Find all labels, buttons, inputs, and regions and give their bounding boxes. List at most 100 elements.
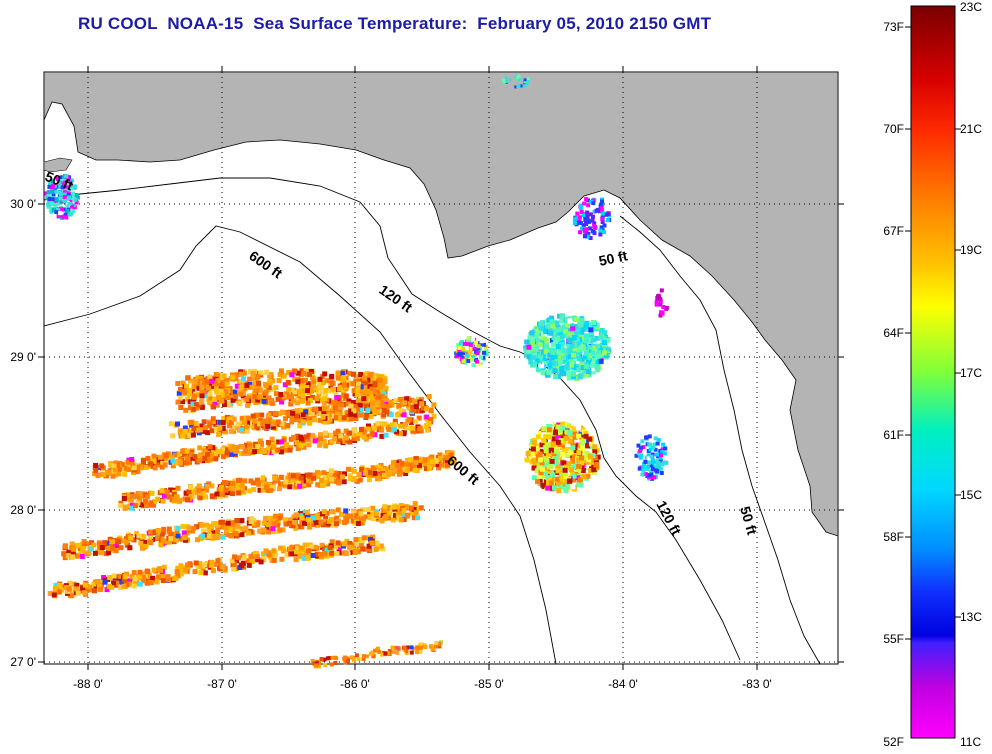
sst-pixel <box>62 192 67 197</box>
sst-pixel <box>166 494 172 500</box>
sst-pixel <box>280 547 286 553</box>
colorbar <box>910 5 956 739</box>
sst-pixel <box>484 349 489 354</box>
sst-pixel <box>57 196 62 201</box>
sst-pixel <box>461 359 466 364</box>
sst-pixel <box>395 463 400 468</box>
sst-pixel <box>388 412 394 418</box>
sst-pixel <box>469 339 474 344</box>
sst-pixel <box>573 317 579 323</box>
sst-pixel <box>185 562 191 568</box>
sst-pixel <box>209 428 215 434</box>
sst-pixel <box>58 200 63 205</box>
sst-pixel <box>547 477 553 483</box>
sst-pixel <box>239 488 245 494</box>
sst-pixel <box>131 537 137 543</box>
sst-pixel <box>369 651 374 656</box>
sst-pixel <box>658 466 663 471</box>
sst-pixel <box>583 234 587 239</box>
sst-pixel <box>246 415 251 421</box>
sst-pixel <box>323 388 329 393</box>
sst-pixel <box>529 451 535 457</box>
sst-pixel <box>378 466 384 472</box>
sst-pixel <box>332 399 338 405</box>
sst-pixel <box>336 480 342 486</box>
sst-pixel <box>659 310 664 315</box>
sst-pixel <box>599 225 604 230</box>
sst-pixel <box>531 475 537 481</box>
colorbar-c-label: 15C <box>960 488 982 502</box>
sst-pixel <box>661 442 666 447</box>
sst-pixel <box>244 396 250 402</box>
sst-pixel <box>376 395 381 401</box>
sst-pixel <box>465 339 470 344</box>
sst-pixel <box>78 551 84 556</box>
sst-pixel <box>360 546 366 552</box>
sst-pixel <box>334 515 340 521</box>
sst-pixel <box>204 382 210 388</box>
sst-pixel <box>586 464 592 470</box>
sst-pixel <box>260 551 266 557</box>
sst-pixel <box>106 545 112 551</box>
sst-pixel <box>559 451 565 457</box>
sst-pixel <box>361 434 367 440</box>
sst-pixel <box>135 469 141 475</box>
sst-pixel <box>161 493 167 499</box>
sst-pixel <box>531 465 537 471</box>
sst-pixel <box>75 195 80 200</box>
sst-pixel <box>567 438 573 444</box>
sst-pixel <box>341 541 347 547</box>
sst-pixel <box>546 349 552 355</box>
sst-pixel <box>347 473 353 479</box>
sst-pixel <box>286 387 292 393</box>
sst-pixel <box>575 325 581 331</box>
sst-pixel <box>358 372 364 377</box>
sst-pixel <box>526 354 532 360</box>
sst-pixel <box>295 370 301 376</box>
sst-pixel <box>567 338 573 344</box>
sst-pixel <box>323 663 328 668</box>
sst-pixel <box>364 371 370 376</box>
sst-pixel <box>605 346 611 352</box>
sst-pixel <box>223 381 229 387</box>
sst-pixel <box>556 488 562 494</box>
sst-pixel <box>579 206 583 211</box>
sst-pixel <box>217 428 223 434</box>
sst-pixel <box>534 332 540 338</box>
sst-pixel <box>221 396 227 402</box>
sst-pixel <box>217 419 223 425</box>
sst-pixel <box>364 514 370 520</box>
sst-pixel <box>579 455 585 461</box>
sst-pixel <box>502 78 505 82</box>
sst-pixel <box>447 456 453 462</box>
sst-pixel <box>70 551 76 557</box>
sst-pixel <box>352 412 358 418</box>
sst-pixel <box>239 415 245 421</box>
sst-pixel <box>193 402 199 408</box>
sst-pixel <box>553 374 559 380</box>
sst-pixel <box>470 357 474 362</box>
sst-pixel <box>238 427 244 433</box>
sst-pixel <box>424 406 430 412</box>
sst-pixel <box>211 521 217 527</box>
sst-pixel <box>341 415 347 421</box>
sst-pixel <box>125 459 131 465</box>
sst-pixel <box>246 530 252 536</box>
sst-pixel <box>408 457 414 463</box>
sst-pixel <box>539 363 545 369</box>
sst-pixel <box>260 421 266 427</box>
sst-pixel <box>344 518 350 524</box>
sst-pixel <box>550 472 556 478</box>
sst-pixel <box>592 345 598 351</box>
sst-pixel <box>348 467 354 473</box>
sst-pixel <box>575 425 581 431</box>
sst-pixel <box>412 501 418 507</box>
sst-pixel <box>569 362 575 368</box>
sst-pixel <box>61 584 66 590</box>
sst-pixel <box>462 341 467 346</box>
sst-pixel <box>65 553 71 559</box>
sst-pixel <box>59 207 64 212</box>
sst-pixel <box>71 581 77 587</box>
sst-pixel <box>203 487 209 493</box>
sst-pixel <box>311 379 317 385</box>
